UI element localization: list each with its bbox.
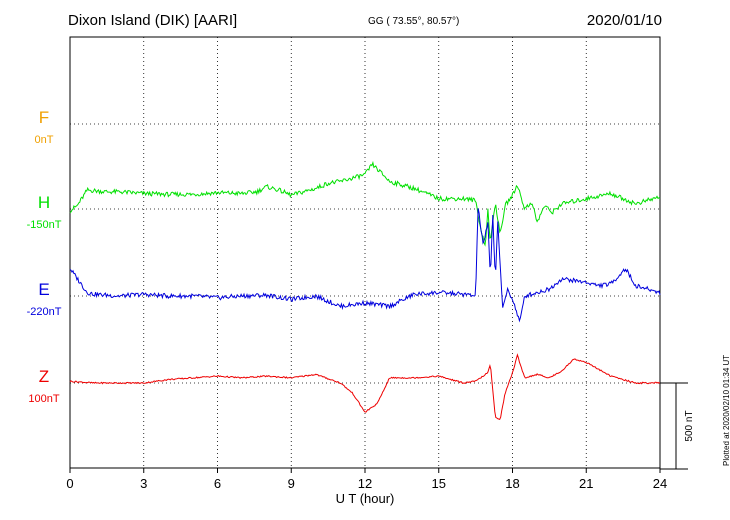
component-label-e: E [38, 280, 49, 299]
component-label-z: Z [39, 367, 49, 386]
x-tick-label: 9 [288, 476, 295, 491]
x-tick-label: 3 [140, 476, 147, 491]
x-tick-label: 18 [505, 476, 519, 491]
station-title: Dixon Island (DIK) [AARI] [68, 12, 238, 29]
x-tick-label: 15 [432, 476, 446, 491]
baseline-value-e: -220nT [27, 306, 62, 318]
chart-date: 2020/01/10 [586, 12, 662, 29]
x-tick-label: 12 [358, 476, 372, 491]
x-tick-label: 0 [66, 476, 73, 491]
x-tick-label: 21 [579, 476, 593, 491]
plotted-timestamp: Plotted at 2020/02/10 01:34 UT [722, 354, 730, 466]
x-tick-label: 6 [214, 476, 221, 491]
trace-h [69, 160, 661, 247]
trace-e [69, 208, 661, 323]
baseline-value-h: -150nT [27, 219, 62, 231]
component-label-h: H [38, 193, 50, 212]
station-coordinates: GG ( 73.55°, 80.57°) [368, 16, 460, 27]
baseline-value-f: 0nT [35, 134, 54, 146]
x-tick-label: 24 [653, 476, 667, 491]
x-axis-title: U T (hour) [336, 491, 395, 506]
scale-bar-label: 500 nT [684, 410, 695, 441]
trace-z [69, 353, 661, 421]
baseline-value-z: 100nT [28, 393, 59, 405]
component-label-f: F [39, 108, 49, 127]
